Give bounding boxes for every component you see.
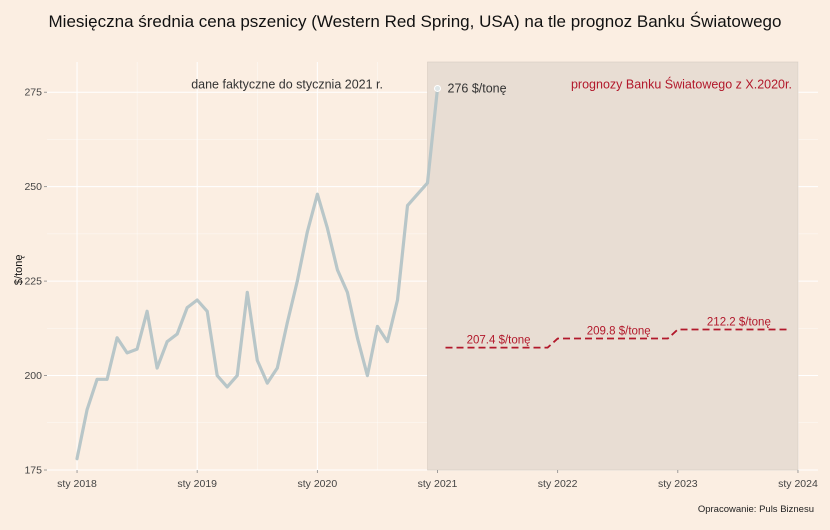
actual-price-point — [305, 230, 309, 234]
actual-price-point — [285, 321, 289, 325]
forecast-region — [427, 61, 799, 471]
actual-price-point — [416, 192, 419, 196]
actual-price-point — [325, 226, 329, 230]
source-caption: Opracowanie: Puls Biznesu — [697, 504, 814, 515]
actual-price-point — [105, 377, 109, 381]
actual-price-point — [255, 359, 259, 362]
actual-price-point — [345, 291, 349, 294]
actual-price-point — [125, 351, 129, 355]
chart-title: Miesięczna średnia cena pszenicy (Wester… — [48, 12, 782, 31]
forecast-line — [445, 328, 788, 349]
actual-price-point — [75, 457, 79, 461]
axes: 175 200 225 250 275 sty 2018 sty 2019 sty 2020 s… — [24, 87, 818, 490]
actual-price-point — [215, 374, 219, 377]
actual-price-point — [265, 381, 269, 385]
actual-price-points — [75, 87, 439, 461]
actual-price-point — [95, 377, 99, 381]
actual-price-point — [396, 298, 399, 302]
x-tick-label: sty 2019 — [177, 478, 217, 490]
actual-price-point — [185, 306, 189, 309]
actual-price-point — [145, 309, 149, 313]
x-tick-label: sty 2022 — [538, 478, 578, 490]
y-axis-label: $/tonę — [13, 254, 25, 285]
x-tick-label: sty 2021 — [418, 478, 458, 490]
actual-price-point — [155, 366, 159, 370]
actual-price-point — [376, 325, 379, 328]
x-tick-label: sty 2023 — [658, 478, 698, 490]
forecast-segment-label: 212.2 $/tonę — [707, 316, 771, 328]
x-tick-label: sty 2018 — [57, 478, 97, 490]
actual-price-point — [426, 181, 429, 185]
actual-price-point — [356, 336, 359, 340]
actual-price-point — [295, 279, 299, 283]
y-tick-label: 175 — [24, 465, 42, 477]
y-tick-label: 275 — [24, 87, 42, 99]
actual-price-point — [195, 298, 199, 302]
actual-price-point — [406, 204, 409, 207]
actual-data-note: dane faktyczne do stycznia 2021 r. — [191, 77, 383, 91]
y-tick-label: 200 — [24, 370, 42, 382]
actual-price-point — [135, 347, 139, 351]
forecast-segment-label: 207.4 $/tonę — [467, 335, 531, 347]
actual-price-point — [205, 309, 209, 313]
x-tick-label: sty 2024 — [778, 478, 818, 490]
actual-price-point — [386, 340, 389, 343]
actual-price-point — [245, 291, 249, 294]
actual-price-point — [165, 340, 169, 343]
latest-price-point — [434, 84, 442, 92]
actual-price-point — [315, 192, 319, 196]
forecast-note: prognozy Banku Światowego z X.2020r. — [571, 76, 792, 91]
actual-price-point — [115, 336, 119, 340]
actual-price-point — [175, 332, 179, 336]
actual-price-point — [225, 385, 229, 389]
actual-price-point — [335, 268, 339, 272]
x-tick-label: sty 2020 — [297, 478, 337, 490]
actual-price-point — [366, 374, 369, 377]
actual-price-point — [275, 366, 279, 370]
actual-price-point — [85, 408, 89, 411]
y-tick-label: 250 — [24, 181, 42, 193]
y-tick-label: 225 — [24, 276, 42, 288]
actual-price-point — [235, 374, 239, 377]
forecast-segment-label: 209.8 $/tonę — [587, 326, 651, 338]
forecast-labels: 207.4 $/tonę 209.8 $/tonę 212.2 $/tonę — [467, 316, 771, 346]
latest-price-label: 276 $/tonę — [448, 81, 507, 95]
